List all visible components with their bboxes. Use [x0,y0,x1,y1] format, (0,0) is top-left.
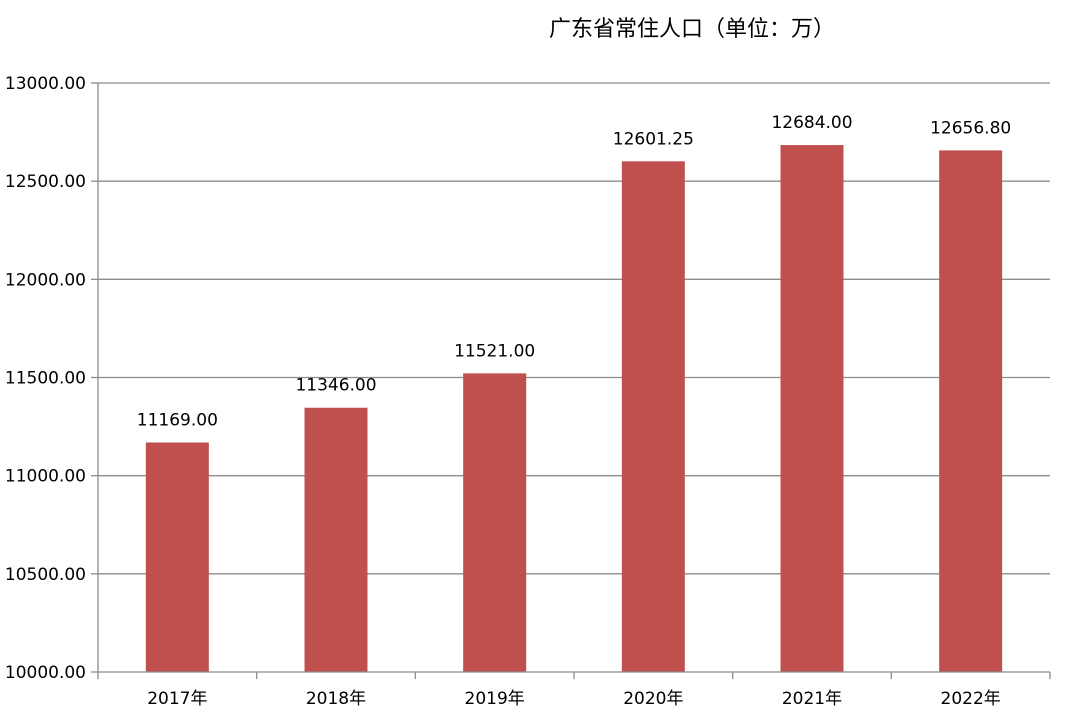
x-tick-label: 2021年 [782,689,842,709]
y-tick-label: 10000.00 [5,663,86,683]
x-tick-label: 2019年 [465,689,525,709]
bar-2020年 [621,161,685,673]
y-tick-label: 12000.00 [5,270,86,290]
y-tick-label: 13000.00 [5,74,86,94]
data-label: 11169.00 [137,410,218,430]
y-tick-label: 11500.00 [5,369,86,389]
gridlines [98,82,1050,575]
data-label: 12601.25 [613,129,694,149]
y-tick-label: 10500.00 [5,565,86,585]
data-label: 11346.00 [295,376,376,396]
labels: 10000.00 10500.00 11000.00 11500.00 12000.00… [5,74,1011,709]
bar-2017年 [145,442,209,672]
data-label: 12656.80 [930,118,1011,138]
chart-title: 广东省常住人口（单位：万） [549,17,835,42]
x-tick-label: 2022年 [941,689,1001,709]
bar-2019年 [463,373,527,672]
y-tick-label: 11000.00 [5,467,86,487]
bars [145,145,1003,673]
axes [91,82,1051,679]
data-label: 12684.00 [771,113,852,133]
bar-2022年 [939,150,1003,673]
x-tick-label: 2020年 [623,689,683,709]
data-label: 11521.00 [454,341,535,361]
y-tick-label: 12500.00 [5,172,86,192]
bar-2018年 [304,407,368,672]
bar-2021年 [780,145,844,673]
x-tick-label: 2018年 [306,689,366,709]
x-tick-label: 2017年 [147,689,207,709]
